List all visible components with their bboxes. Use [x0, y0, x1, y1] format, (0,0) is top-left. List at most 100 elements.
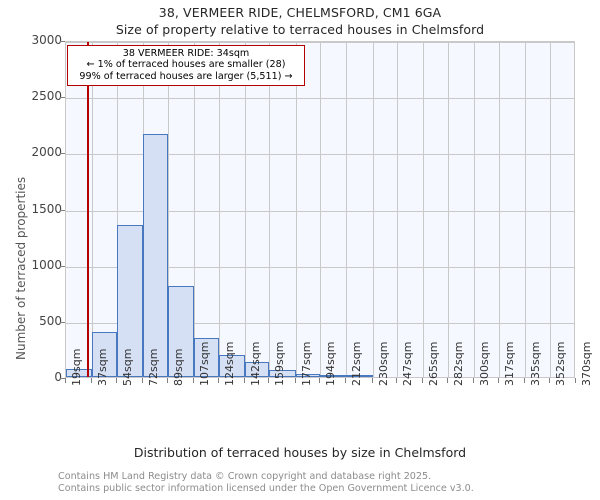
histogram-bar [167, 286, 194, 377]
x-axis-tick-mark [548, 378, 550, 383]
gridline [320, 42, 322, 377]
x-axis-tick-label: 177sqm [299, 341, 313, 386]
gridline [498, 42, 500, 377]
gridline [167, 42, 169, 377]
x-axis-tick-mark [65, 378, 66, 383]
x-axis-tick-label: 230sqm [376, 341, 390, 386]
histogram-bar [346, 374, 373, 377]
gridline [66, 266, 574, 268]
histogram-bar [269, 370, 296, 377]
x-axis-tick-mark [575, 378, 576, 383]
x-axis-tick-label: 247sqm [401, 341, 415, 386]
x-axis-tick-label: 194sqm [324, 341, 338, 386]
x-axis-tick-mark [345, 378, 347, 383]
plot-area [65, 41, 575, 378]
gridline [295, 42, 297, 377]
gridline [346, 42, 348, 377]
property-annotation-box: 38 VERMEER RIDE: 34sqm ← 1% of terraced … [67, 45, 305, 86]
x-axis-tick-label: 265sqm [427, 341, 441, 386]
y-axis-title: Number of terraced properties [14, 176, 28, 360]
histogram-bars [66, 42, 574, 377]
gridline [549, 42, 551, 377]
gridline [448, 42, 450, 377]
gridline [66, 42, 574, 43]
attribution-footer: Contains HM Land Registry data © Crown c… [58, 471, 598, 494]
property-marker-line [86, 42, 89, 377]
y-axis-tick-mark [60, 265, 65, 267]
gridline [66, 154, 574, 156]
gridline [193, 42, 195, 377]
x-axis-tick-mark [217, 378, 219, 383]
x-axis-tick-mark [422, 378, 424, 383]
x-axis-tick-label: 212sqm [350, 341, 364, 386]
x-axis-tick-mark [447, 378, 449, 383]
y-axis-tick-mark [60, 153, 65, 155]
x-axis-tick-mark [473, 378, 475, 383]
x-axis-tick-label: 37sqm [96, 348, 110, 386]
gridline [372, 42, 374, 377]
x-axis-tick-label: 300sqm [478, 341, 492, 386]
histogram-bar [295, 374, 321, 377]
gridline [66, 322, 574, 324]
page-title: 38, VERMEER RIDE, CHELMSFORD, CM1 6GA [158, 5, 442, 20]
histogram-bar [143, 134, 168, 377]
gridline [397, 42, 399, 377]
y-axis-tick-mark [60, 97, 65, 99]
x-axis-title: Distribution of terraced houses by size … [133, 445, 467, 460]
x-axis-tick-label: 282sqm [452, 341, 466, 386]
x-axis-tick-label: 54sqm [120, 348, 134, 386]
y-axis-tick-mark [60, 41, 65, 42]
y-axis-tick-label: 2000 [31, 145, 62, 160]
x-axis-tick-label: 124sqm [222, 341, 236, 386]
histogram-bar [218, 355, 245, 377]
gridline [116, 42, 118, 377]
x-axis-tick-mark [243, 378, 245, 383]
y-axis-tick-mark [60, 378, 65, 379]
y-axis-tick-mark [60, 209, 65, 211]
x-axis-tick-mark [319, 378, 321, 383]
y-axis-tick-mark [60, 321, 65, 323]
histogram-bar [244, 362, 270, 377]
y-axis-tick-label: 2500 [31, 89, 62, 104]
gridline [66, 210, 574, 212]
histogram-bar [320, 375, 347, 377]
x-axis-tick-mark [91, 378, 93, 383]
histogram-bar [193, 337, 219, 377]
footer-line-1: Contains HM Land Registry data © Crown c… [58, 471, 432, 482]
x-axis-tick-mark [294, 378, 296, 383]
x-axis-tick-label: 370sqm [580, 341, 593, 386]
annotation-line-2: ← 1% of terraced houses are smaller (28) [86, 59, 286, 71]
y-axis-tick-label: 1500 [31, 201, 62, 216]
footer-line-2: Contains public sector information licen… [58, 482, 474, 494]
x-axis-tick-label: 159sqm [273, 341, 287, 386]
x-axis-tick-label: 72sqm [147, 348, 160, 386]
x-axis-tick-mark [142, 378, 143, 383]
gridline [269, 42, 271, 377]
gridline [474, 42, 476, 377]
x-axis-tick-mark [166, 378, 168, 383]
chart-subtitle: Size of property relative to terraced ho… [115, 22, 485, 37]
x-axis-tick-mark [524, 378, 526, 383]
histogram-bar [92, 331, 117, 377]
gridline [218, 42, 220, 377]
x-axis-tick-label: 107sqm [197, 341, 211, 386]
histogram-bar [116, 225, 143, 377]
gridline [66, 98, 574, 100]
y-axis-tick-label: 3000 [31, 33, 62, 47]
x-axis-tick-label: 19sqm [70, 348, 83, 386]
x-axis-tick-mark [268, 378, 270, 383]
gridline [423, 42, 425, 377]
x-axis-tick-mark [396, 378, 398, 383]
gridline [525, 42, 527, 377]
gridline [92, 42, 94, 377]
x-axis-tick-mark [115, 378, 117, 383]
x-axis-tick-mark [192, 378, 194, 383]
x-axis-tick-label: 142sqm [248, 341, 262, 386]
chart-titles: 38, VERMEER RIDE, CHELMSFORD, CM1 6GA Si… [0, 0, 600, 38]
annotation-line-1: 38 VERMEER RIDE: 34sqm [122, 48, 250, 59]
y-axis-tick-label: 0 [54, 370, 62, 384]
annotation-line-3: 99% of terraced houses are larger (5,511… [79, 70, 293, 82]
x-axis-tick-mark [497, 378, 499, 383]
x-axis-tick-label: 89sqm [171, 348, 185, 386]
y-axis-tick-label: 1000 [31, 257, 62, 272]
